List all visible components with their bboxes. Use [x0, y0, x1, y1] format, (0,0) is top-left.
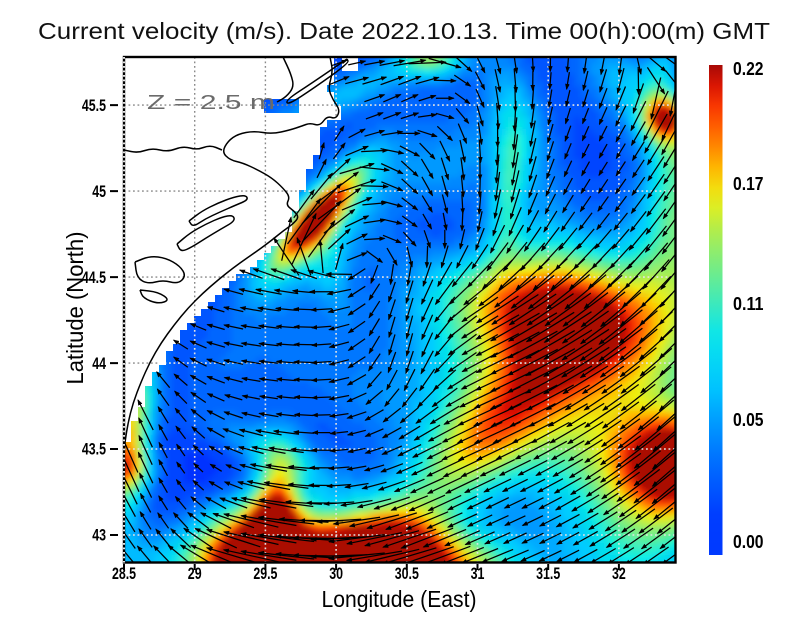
svg-text:31: 31: [471, 565, 485, 583]
svg-text:32: 32: [612, 565, 626, 583]
svg-text:31.5: 31.5: [536, 565, 560, 583]
svg-text:Z = 2.5 m: Z = 2.5 m: [147, 92, 275, 114]
svg-text:0.00: 0.00: [733, 531, 764, 552]
svg-text:Longitude (East): Longitude (East): [322, 586, 477, 612]
svg-text:0.11: 0.11: [733, 293, 764, 314]
svg-text:30: 30: [329, 565, 343, 583]
svg-text:29: 29: [188, 565, 202, 583]
svg-text:44: 44: [92, 355, 106, 373]
svg-text:29.5: 29.5: [253, 565, 277, 583]
svg-text:Current velocity (m/s). Date 2: Current velocity (m/s). Date 2022.10.13.…: [38, 18, 770, 44]
svg-text:Latitude (North): Latitude (North): [62, 232, 88, 385]
svg-text:28.5: 28.5: [112, 565, 136, 583]
svg-text:43: 43: [92, 527, 106, 545]
svg-text:45.5: 45.5: [82, 97, 106, 115]
svg-text:43.5: 43.5: [82, 441, 106, 459]
svg-text:0.22: 0.22: [733, 58, 764, 79]
svg-text:45: 45: [92, 183, 106, 201]
svg-text:44.5: 44.5: [82, 269, 106, 287]
svg-text:30.5: 30.5: [395, 565, 419, 583]
svg-text:0.17: 0.17: [733, 173, 764, 194]
svg-text:0.05: 0.05: [733, 409, 764, 430]
